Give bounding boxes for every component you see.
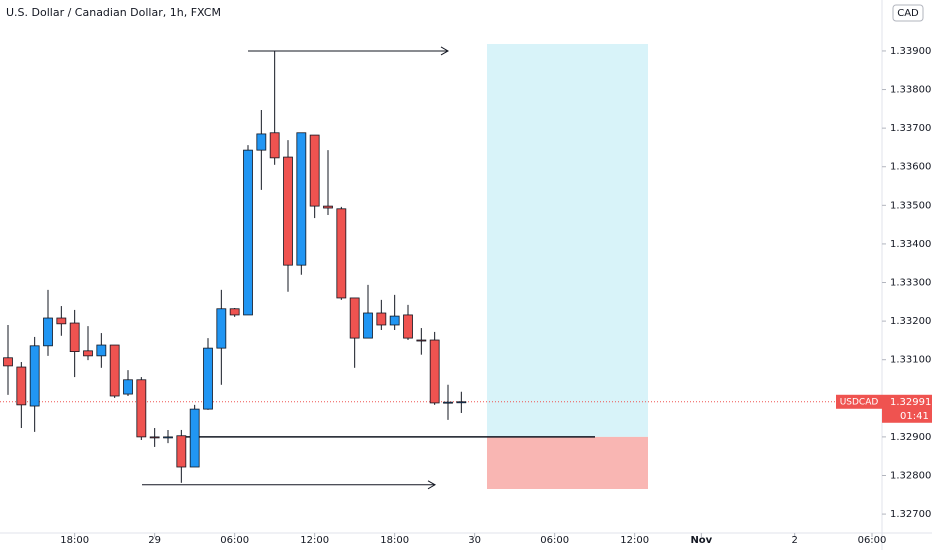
candle-body (83, 350, 93, 357)
candle-body (163, 436, 173, 439)
candle-body (363, 312, 373, 339)
candle-body (203, 347, 213, 410)
candle-body (443, 401, 453, 404)
x-tick-label: Nov (690, 535, 712, 546)
candle-body (43, 317, 53, 347)
candle-body (283, 156, 293, 266)
candle-body (296, 132, 307, 266)
x-tick-label: 2 (791, 535, 797, 546)
candle-body (56, 317, 67, 325)
candle-body (229, 308, 240, 316)
x-tick-label: 12:00 (300, 535, 329, 546)
stop-zone (487, 436, 648, 490)
candle-body (16, 366, 27, 406)
arrow-head (427, 480, 437, 490)
currency-button-label[interactable]: CAD (897, 8, 919, 19)
candle-body (136, 379, 147, 438)
countdown-label: 01:41 (900, 411, 929, 422)
candle-body (243, 149, 253, 316)
arrow-head (440, 46, 450, 56)
candle-body (323, 205, 333, 209)
symbol-label: USDCAD (840, 397, 879, 407)
candle-body (336, 208, 347, 299)
candle-body (109, 344, 120, 397)
y-tick-label: 1.32900 (890, 432, 931, 443)
candle-body (189, 408, 200, 468)
candle-body (349, 297, 360, 339)
x-tick-label: 12:00 (620, 535, 649, 546)
candle-body (216, 308, 227, 349)
last-price-tag (882, 394, 932, 423)
y-tick-label: 1.33200 (890, 316, 931, 327)
y-tick-label: 1.33600 (890, 162, 931, 173)
candle-body (269, 132, 280, 159)
candle-body (3, 357, 13, 367)
target-zone (487, 43, 648, 437)
y-tick-label: 1.33700 (890, 123, 931, 134)
candle-body (456, 401, 467, 404)
candle-body (309, 134, 320, 207)
y-tick-label: 1.32800 (890, 470, 931, 481)
x-tick-label: 30 (468, 535, 481, 546)
candle-body (149, 436, 160, 439)
x-tick-label: 06:00 (220, 535, 249, 546)
candle-body (376, 312, 387, 326)
y-tick-label: 1.33800 (890, 85, 931, 96)
x-tick-label: 06:00 (858, 535, 887, 546)
x-tick-label: 06:00 (540, 535, 569, 546)
y-tick-label: 1.33400 (890, 239, 931, 250)
x-tick-label: 18:00 (380, 535, 409, 546)
y-tick-label: 1.32700 (890, 509, 931, 520)
candle-body (256, 133, 267, 151)
x-tick-label: 18:00 (60, 535, 89, 546)
y-tick-label: 1.33100 (890, 355, 931, 366)
candle-body (96, 344, 107, 357)
candle-body (176, 435, 187, 468)
last-price-label: 1.32991 (890, 397, 931, 408)
candle-body (429, 339, 440, 404)
candle-body (403, 314, 413, 339)
x-tick-label: 29 (148, 535, 161, 546)
candle-body (416, 339, 427, 342)
candle-body (389, 315, 400, 326)
candle-body (69, 322, 80, 353)
candle-body (123, 379, 133, 395)
plot-layer (0, 43, 882, 490)
candle-body (29, 345, 40, 407)
symbol-tag (836, 394, 882, 409)
y-tick-label: 1.33300 (890, 278, 931, 289)
currency-button[interactable] (892, 4, 924, 22)
chart-title: U.S. Dollar / Canadian Dollar, 1h, FXCM (6, 6, 221, 19)
y-tick-label: 1.33900 (890, 46, 931, 57)
y-tick-label: 1.33500 (890, 200, 931, 211)
